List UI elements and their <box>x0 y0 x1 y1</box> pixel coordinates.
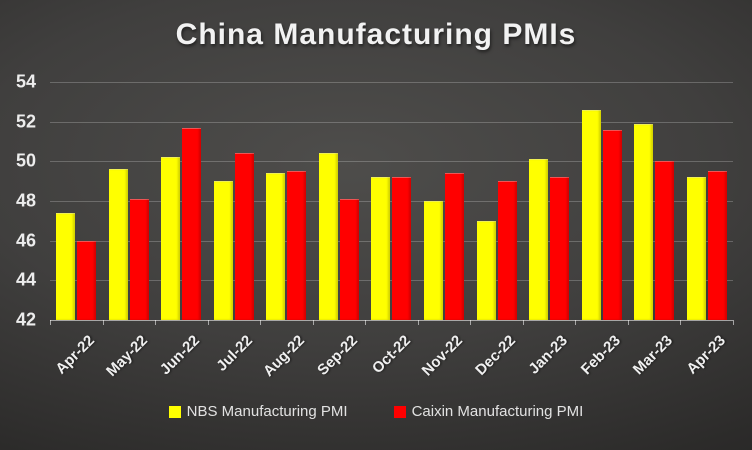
x-axis-label-aug-22: Aug-22 <box>260 332 309 380</box>
bar-caixin-oct-22 <box>392 177 412 320</box>
y-axis-label-44: 44 <box>15 269 36 290</box>
y-axis-label-46: 46 <box>15 230 36 251</box>
x-axis-tick <box>522 320 524 325</box>
bar-caixin-dec-22 <box>497 181 517 320</box>
bar-caixin-apr-23 <box>707 171 727 320</box>
x-axis-tick <box>627 320 629 325</box>
bar-caixin-nov-22 <box>445 173 465 320</box>
gridline-46 <box>50 240 733 242</box>
bar-nbs-jul-22 <box>213 181 233 320</box>
bar-nbs-aug-22 <box>266 173 286 320</box>
bar-nbs-sep-22 <box>318 153 338 320</box>
plot-area <box>50 82 734 325</box>
chart-title: China Manufacturing PMIs <box>175 18 577 51</box>
gridline-52 <box>50 121 733 123</box>
x-axis-tick <box>470 320 472 325</box>
x-axis-label-apr-22: Apr-22 <box>52 332 99 378</box>
bar-caixin-jan-23 <box>550 177 570 320</box>
x-axis-tick <box>417 320 419 325</box>
x-axis-tick <box>312 320 314 325</box>
x-axis-tick <box>207 320 209 325</box>
x-axis-tick <box>155 320 157 325</box>
y-axis-label-48: 48 <box>15 190 36 211</box>
bar-group-feb-23 <box>575 82 628 320</box>
x-axis-label-nov-22: Nov-22 <box>418 332 467 380</box>
gridline-50 <box>50 161 733 163</box>
legend-label: NBS Manufacturing PMI <box>186 403 348 420</box>
x-axis-label-jan-23: Jan-23 <box>525 332 572 378</box>
bar-group-aug-22 <box>260 82 313 320</box>
bar-nbs-dec-22 <box>476 220 496 320</box>
bar-group-apr-22 <box>50 82 103 320</box>
bar-nbs-may-22 <box>108 169 128 320</box>
bar-nbs-apr-22 <box>56 212 76 320</box>
x-axis-tick <box>50 320 51 325</box>
x-axis-tick <box>365 320 367 325</box>
gridline-44 <box>50 280 733 282</box>
bar-group-sep-22 <box>313 82 366 320</box>
bar-nbs-feb-23 <box>581 109 601 320</box>
bar-caixin-apr-22 <box>77 240 97 320</box>
x-axis-label-jun-22: Jun-22 <box>157 332 204 379</box>
bar-caixin-jul-22 <box>234 153 254 320</box>
bar-group-jan-23 <box>523 82 576 320</box>
legend-item-caixin-manufacturing-pmi: Caixin Manufacturing PMI <box>393 403 584 420</box>
bar-caixin-may-22 <box>129 199 149 320</box>
y-axis-label-52: 52 <box>15 111 36 132</box>
y-axis-label-42: 42 <box>15 309 36 330</box>
bar-nbs-mar-23 <box>634 123 654 320</box>
bar-group-mar-23 <box>628 82 681 320</box>
bar-group-apr-23 <box>680 82 733 320</box>
x-axis-label-dec-22: Dec-22 <box>471 332 519 379</box>
x-axis-label-mar-23: Mar-23 <box>629 332 677 379</box>
bar-group-may-22 <box>103 82 156 320</box>
x-axis-tick <box>102 320 104 325</box>
bar-caixin-mar-23 <box>655 161 675 320</box>
legend: NBS Manufacturing PMI Caixin Manufacturin… <box>0 403 752 420</box>
legend-label: Caixin Manufacturing PMI <box>411 403 584 420</box>
bar-nbs-jun-22 <box>161 157 181 320</box>
x-axis-label-may-22: May-22 <box>102 332 151 380</box>
bar-nbs-oct-22 <box>371 177 391 320</box>
y-axis-label-50: 50 <box>15 150 36 171</box>
bar-group-oct-22 <box>365 82 418 320</box>
x-axis-label-jul-22: Jul-22 <box>213 332 256 375</box>
x-axis-tick <box>680 320 682 325</box>
legend-item-nbs-manufacturing-pmi: NBS Manufacturing PMI <box>168 403 348 420</box>
bar-group-dec-22 <box>470 82 523 320</box>
bar-nbs-apr-23 <box>686 177 706 320</box>
y-axis-labels: 54 52 50 48 46 44 42 <box>0 72 40 330</box>
y-axis-label-54: 54 <box>15 71 36 92</box>
bar-caixin-aug-22 <box>287 171 307 320</box>
x-axis-label-feb-23: Feb-23 <box>577 332 624 379</box>
x-axis-tick <box>733 320 734 325</box>
bar-caixin-sep-22 <box>339 199 359 320</box>
x-axis-label-oct-22: Oct-22 <box>368 332 414 378</box>
gridline-54 <box>50 82 733 83</box>
bar-group-jun-22 <box>155 82 208 320</box>
bar-caixin-feb-23 <box>602 129 622 320</box>
x-axis-labels: Apr-22 May-22 Jun-22 Jul-22 Aug-22 Sep-22 Oct-… <box>50 320 733 398</box>
x-axis-label-sep-22: Sep-22 <box>314 332 361 379</box>
bar-group-jul-22 <box>208 82 261 320</box>
x-axis-tick <box>575 320 577 325</box>
x-axis-label-apr-23: Apr-23 <box>683 332 729 378</box>
bar-caixin-jun-22 <box>182 127 202 320</box>
bar-nbs-nov-22 <box>424 201 444 320</box>
bar-group-nov-22 <box>418 82 471 320</box>
bar-nbs-jan-23 <box>529 159 549 320</box>
x-axis-tick <box>260 320 262 325</box>
gridline-48 <box>50 201 733 202</box>
legend-color-swatch <box>393 405 406 418</box>
legend-color-swatch <box>168 405 181 418</box>
